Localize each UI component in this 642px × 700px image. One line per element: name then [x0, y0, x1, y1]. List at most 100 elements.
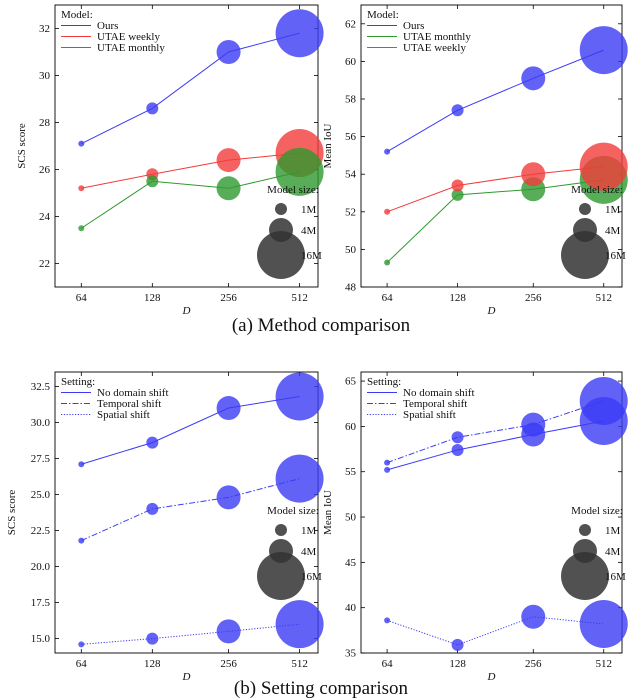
size-legend-title: Model size: — [571, 505, 623, 517]
x-tick-label: 128 — [144, 292, 161, 304]
legend-title: Setting: — [61, 376, 95, 388]
y-axis-label: SCS score — [6, 490, 18, 536]
y-tick-label: 65 — [345, 376, 357, 388]
size-legend-label: 16M — [301, 571, 322, 583]
size-legend-marker — [275, 524, 287, 536]
size-legend-title: Model size: — [267, 505, 319, 517]
data-point — [579, 377, 628, 426]
size-legend-label: 1M — [605, 204, 621, 216]
legend-entry: No domain shift — [403, 387, 475, 399]
series-line-2 — [81, 171, 300, 229]
legend-title: Setting: — [367, 376, 401, 388]
data-point — [384, 466, 391, 473]
x-tick-label: 512 — [595, 658, 612, 670]
series-line-1 — [81, 478, 300, 542]
data-point — [451, 188, 464, 201]
x-axis-label: D — [182, 305, 191, 317]
x-tick-label: 256 — [525, 658, 542, 670]
x-tick-label: 256 — [525, 292, 542, 304]
legend-entry: Ours — [403, 20, 424, 32]
data-point — [384, 617, 391, 624]
size-legend-marker — [579, 524, 591, 536]
y-tick-label: 35 — [345, 648, 357, 660]
x-axis-label: D — [182, 671, 191, 683]
x-tick-label: 512 — [291, 292, 308, 304]
x-axis-label: D — [487, 671, 496, 683]
data-point — [78, 537, 85, 544]
series-line-1 — [386, 179, 604, 263]
data-point — [451, 443, 464, 456]
y-tick-label: 25.0 — [31, 489, 51, 501]
data-point — [275, 9, 324, 58]
series-line-1 — [81, 152, 300, 189]
x-tick-label: 128 — [449, 658, 466, 670]
data-point — [579, 26, 628, 75]
legend-entry: UTAE monthly — [403, 31, 471, 43]
y-tick-label: 55 — [345, 466, 357, 478]
y-tick-label: 24 — [39, 211, 51, 223]
chart-a-left: 22 24 26 28 30 32 64 128 256 512 D SCS score Model: O… — [16, 4, 324, 317]
data-point — [521, 412, 546, 437]
data-point — [451, 104, 464, 117]
y-tick-label: 32 — [39, 23, 50, 35]
y-axis-label: Mean IoU — [322, 123, 334, 168]
y-tick-label: 50 — [345, 244, 357, 256]
x-tick-label: 128 — [449, 292, 466, 304]
size-legend-marker — [257, 552, 305, 600]
data-point — [521, 162, 546, 187]
x-tick-label: 64 — [76, 292, 88, 304]
series-line-0 — [81, 396, 300, 465]
y-tick-label: 15.0 — [31, 633, 51, 645]
series-line-0 — [386, 49, 604, 153]
y-tick-label: 40 — [345, 602, 357, 614]
y-tick-label: 30.0 — [31, 417, 51, 429]
size-legend-title: Model size: — [267, 184, 319, 196]
chart-a-right: 48 50 52 54 56 58 60 62 64 128 256 512 D Mean IoU Mode… — [322, 4, 628, 317]
data-point — [384, 259, 391, 266]
y-tick-label: 17.5 — [31, 597, 51, 609]
series-line-0 — [81, 32, 300, 145]
data-point — [146, 102, 159, 115]
size-legend-marker — [275, 203, 287, 215]
x-tick-label: 64 — [382, 292, 394, 304]
data-point — [384, 148, 391, 155]
chart-b-left: 15.0 17.5 20.0 22.5 25.0 27.5 30.0 32.5 64 128 256… — [6, 371, 324, 683]
legend-entry: No domain shift — [97, 387, 169, 399]
x-tick-label: 256 — [220, 658, 237, 670]
x-tick-label: 256 — [220, 292, 237, 304]
chart-b-right: 35 40 45 50 55 60 65 64 128 256 512 D Mean IoU Settin… — [322, 371, 628, 683]
y-tick-label: 54 — [345, 169, 357, 181]
caption-method-comparison: (a) Method comparison — [232, 315, 411, 336]
legend-entry: Spatial shift — [97, 409, 150, 421]
legend-entry: Spatial shift — [403, 409, 456, 421]
legend-entry: UTAE monthly — [97, 42, 165, 54]
series-line-2 — [81, 623, 300, 645]
x-tick-label: 512 — [595, 292, 612, 304]
data-point — [216, 148, 241, 173]
data-point — [146, 502, 159, 515]
size-legend-marker — [257, 231, 305, 279]
series-line-1 — [386, 400, 604, 464]
legend-entry: UTAE weekly — [403, 42, 466, 54]
legend-entry: UTAE weekly — [97, 31, 160, 43]
data-point — [78, 461, 85, 468]
data-point — [384, 459, 391, 466]
size-legend-label: 4M — [301, 225, 317, 237]
data-point — [78, 140, 85, 147]
data-point — [216, 176, 241, 201]
y-tick-label: 22.5 — [31, 525, 51, 537]
x-tick-label: 128 — [144, 658, 161, 670]
data-point — [275, 454, 324, 503]
y-tick-label: 56 — [345, 131, 357, 143]
data-point — [384, 208, 391, 215]
data-point — [275, 600, 324, 649]
size-legend-label: 4M — [301, 546, 317, 558]
data-point — [521, 604, 546, 629]
size-legend-label: 1M — [301, 525, 317, 537]
data-point — [275, 147, 324, 196]
data-point — [579, 599, 628, 648]
data-point — [216, 40, 241, 64]
y-axis-label: Mean IoU — [322, 490, 334, 535]
y-tick-label: 50 — [345, 512, 357, 524]
